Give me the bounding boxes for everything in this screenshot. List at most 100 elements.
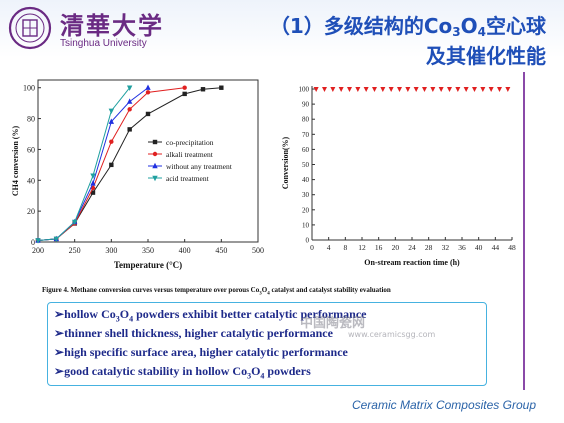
data-point — [413, 87, 419, 93]
data-point — [405, 87, 411, 93]
figure-caption: Figure 4. Methane conversion curves vers… — [42, 286, 391, 297]
data-point — [388, 87, 394, 93]
data-point — [182, 91, 187, 97]
x-tick-label: 8 — [343, 243, 347, 252]
data-point — [145, 84, 151, 90]
y-tick-label: 80 — [27, 115, 35, 124]
x-tick-label: 350 — [142, 246, 154, 255]
x-tick-label: 200 — [32, 246, 44, 255]
x-tick-label: 20 — [392, 243, 400, 252]
data-point — [109, 162, 114, 168]
data-point — [488, 87, 494, 93]
series-line — [37, 87, 149, 241]
x-tick-label: 0 — [310, 243, 314, 252]
bullet-arrow-icon: ➢ — [54, 307, 65, 321]
y-tick-label: 20 — [27, 207, 35, 216]
data-point — [463, 87, 469, 93]
y-tick-label: 10 — [302, 221, 310, 229]
data-point — [447, 87, 452, 93]
x-tick-label: 500 — [252, 246, 264, 255]
y-tick-label: 50 — [302, 161, 310, 169]
x-tick-label: 28 — [425, 243, 433, 252]
data-point — [480, 87, 486, 93]
y-tick-label: 40 — [302, 176, 310, 184]
x-tick-label: 400 — [179, 246, 191, 255]
y-axis-label: CH4 conversion (%) — [11, 126, 20, 197]
data-point — [109, 139, 114, 144]
data-point — [438, 87, 444, 93]
bullet-arrow-icon: ➢ — [54, 364, 65, 378]
bullet-item: ➢high specific surface area, higher cata… — [54, 345, 348, 359]
accent-divider — [523, 72, 525, 390]
bullet-arrow-icon: ➢ — [54, 326, 65, 340]
data-point — [53, 236, 60, 243]
conclusion-box: ➢hollow Co3O4 powders exhibit better cat… — [47, 302, 487, 386]
x-tick-label: 450 — [215, 246, 227, 255]
data-point — [380, 87, 386, 93]
data-point — [397, 87, 402, 93]
x-tick-label: 24 — [408, 243, 416, 252]
x-tick-label: 48 — [508, 243, 516, 252]
data-point — [430, 87, 436, 93]
methane-conversion-chart: 200 250 300 350 400 450 500 0 20 40 60 80 100 Tempera… — [8, 70, 272, 282]
data-point — [372, 87, 377, 93]
bullet-arrow-icon: ➢ — [54, 345, 65, 359]
y-tick-label: 70 — [302, 131, 310, 139]
header: 清華大学 Tsinghua University （1）多级结构的Co3O4空心… — [0, 0, 564, 72]
legend-label: acid treatment — [166, 174, 210, 183]
data-point — [126, 98, 133, 104]
data-point — [182, 85, 187, 90]
data-point — [219, 85, 224, 90]
data-point — [126, 85, 133, 91]
data-point — [127, 127, 132, 132]
y-tick-label: 60 — [27, 145, 35, 154]
data-point — [108, 118, 115, 124]
data-point — [322, 87, 327, 93]
y-tick-label: 100 — [299, 86, 310, 94]
data-point — [90, 185, 96, 191]
data-point — [472, 87, 477, 93]
data-point — [313, 87, 319, 93]
data-point — [71, 219, 78, 226]
data-point — [152, 162, 158, 169]
data-point — [505, 87, 511, 93]
data-point — [455, 87, 461, 93]
watermark-text: 中国陶瓷网 — [300, 316, 366, 331]
data-point — [200, 87, 206, 92]
data-point — [497, 87, 502, 93]
data-point — [90, 180, 96, 186]
data-point — [347, 87, 352, 93]
x-tick-label: 44 — [492, 243, 500, 252]
x-tick-label: 250 — [69, 246, 81, 255]
x-tick-label: 16 — [375, 243, 383, 252]
y-tick-label: 0 — [306, 237, 310, 245]
data-point — [330, 87, 336, 93]
logo-english-name: Tsinghua University — [60, 38, 147, 49]
data-point — [338, 87, 344, 93]
data-point — [152, 151, 158, 157]
x-tick-label: 300 — [105, 246, 117, 255]
x-axis-label: Temperature (°C) — [114, 260, 182, 270]
x-tick-label: 12 — [358, 243, 366, 252]
logo-chinese-name: 清華大学 — [60, 11, 164, 40]
data-point — [145, 90, 151, 95]
bullet-item: ➢hollow Co3O4 powders exhibit better cat… — [54, 307, 367, 324]
x-axis-label: On-stream reaction time (h) — [364, 258, 460, 267]
data-point — [90, 190, 96, 195]
university-seal-icon — [8, 6, 52, 50]
legend-label: without any treatment — [166, 162, 233, 171]
data-point — [145, 111, 151, 117]
stability-chart: 0 4 8 12 16 20 24 28 32 36 40 44 4801020304050607080… — [276, 82, 520, 272]
y-tick-label: 30 — [302, 191, 310, 199]
x-tick-label: 40 — [475, 243, 483, 252]
y-axis-label: Conversion(%) — [281, 136, 290, 189]
data-point — [108, 108, 115, 115]
data-point — [152, 139, 158, 145]
data-point — [90, 173, 96, 179]
x-tick-label: 4 — [327, 243, 331, 252]
y-tick-label: 90 — [302, 101, 310, 109]
watermark-url: www.ceramicsgg.com — [348, 330, 436, 339]
x-tick-label: 32 — [442, 243, 450, 252]
bullet-item: ➢thinner shell thickness, higher catalyt… — [54, 326, 333, 340]
